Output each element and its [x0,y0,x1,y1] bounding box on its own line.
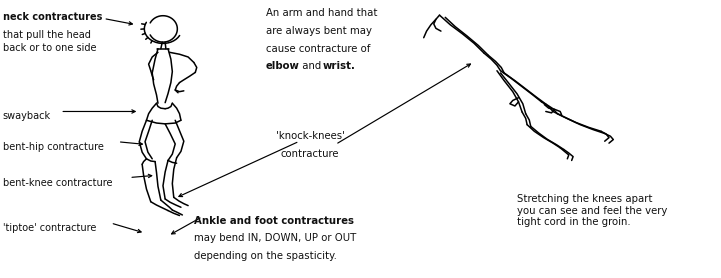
Text: back or to one side: back or to one side [3,43,97,53]
Text: 'tiptoe' contracture: 'tiptoe' contracture [3,223,96,233]
Text: 'knock-knees': 'knock-knees' [275,131,345,141]
Text: An arm and hand that: An arm and hand that [266,8,377,18]
Text: bent-hip contracture: bent-hip contracture [3,142,104,152]
Text: Ankle and foot contractures: Ankle and foot contractures [194,215,354,225]
Text: elbow: elbow [266,61,299,71]
Text: swayback: swayback [3,111,51,121]
Text: depending on the spasticity.: depending on the spasticity. [194,251,337,261]
Text: contracture: contracture [281,149,340,159]
Text: and: and [298,61,324,71]
Text: bent-knee contracture: bent-knee contracture [3,178,112,188]
Text: neck contractures: neck contractures [3,13,102,23]
Text: cause contracture of: cause contracture of [266,44,370,54]
Text: Stretching the knees apart
you can see and feel the very
tight cord in the groin: Stretching the knees apart you can see a… [517,194,668,227]
Text: that pull the head: that pull the head [3,30,91,40]
Text: wrist.: wrist. [322,61,355,71]
Text: may bend IN, DOWN, UP or OUT: may bend IN, DOWN, UP or OUT [194,234,356,244]
Text: are always bent may: are always bent may [266,26,372,36]
